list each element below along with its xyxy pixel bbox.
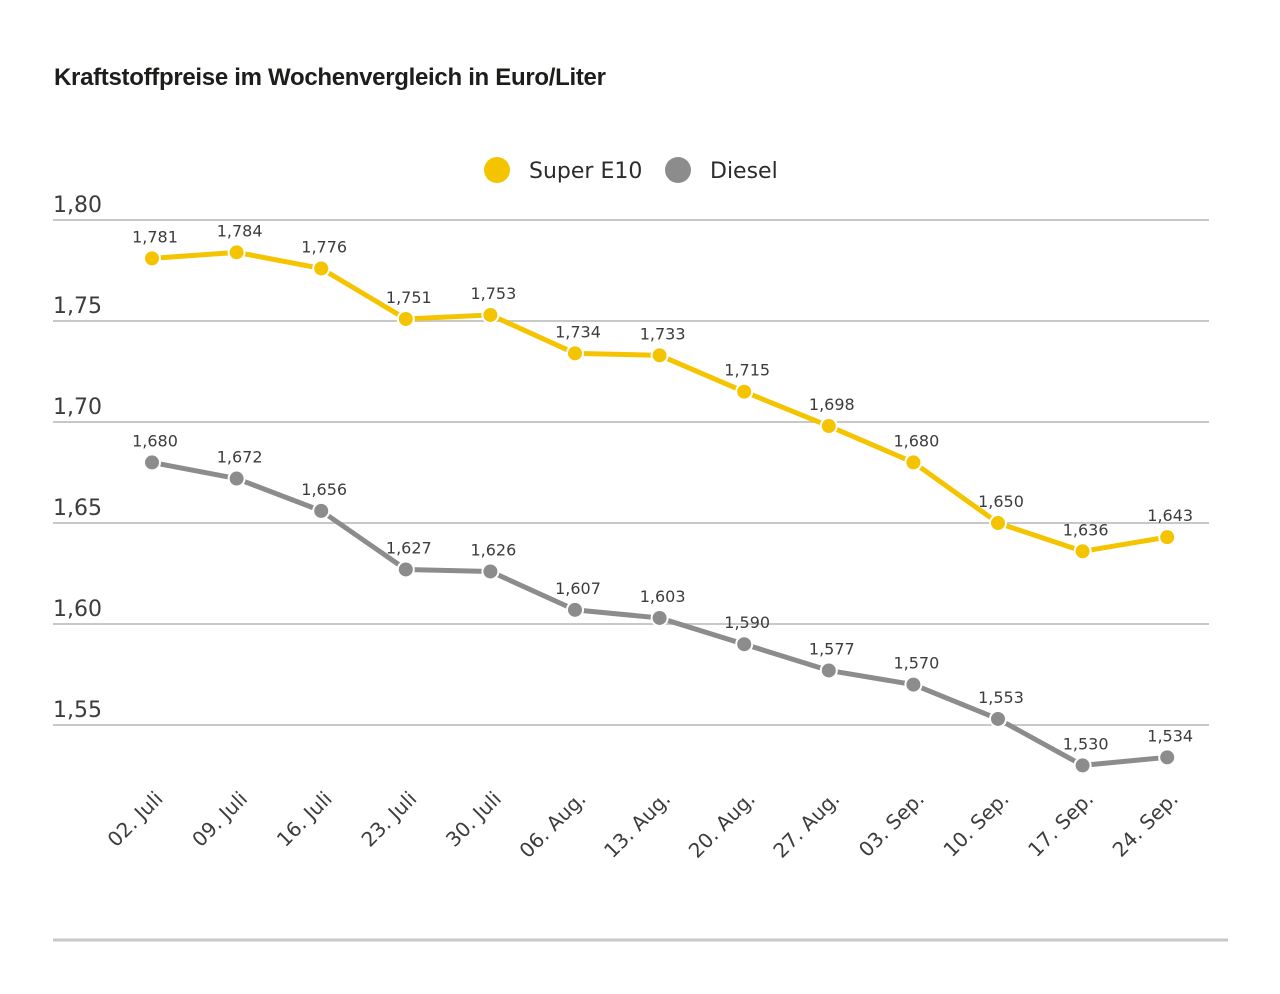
data-point-super-e10 — [904, 453, 923, 472]
data-label-diesel: 1,656 — [301, 480, 347, 499]
data-point-diesel — [735, 635, 754, 654]
data-label-super-e10: 1,680 — [893, 431, 939, 450]
data-point-diesel — [396, 560, 415, 579]
data-label-diesel: 1,570 — [893, 654, 939, 673]
data-point-super-e10 — [143, 249, 161, 268]
y-tick-label: 1,65 — [53, 496, 102, 521]
gridlines — [53, 219, 1209, 726]
data-point-super-e10 — [227, 243, 246, 262]
data-label-diesel: 1,680 — [132, 431, 178, 450]
data-label-super-e10: 1,751 — [386, 288, 432, 307]
data-label-diesel: 1,590 — [724, 613, 770, 632]
legend-marker-super-e10 — [484, 157, 510, 183]
data-label-super-e10: 1,781 — [132, 227, 178, 246]
data-point-super-e10 — [1073, 542, 1092, 561]
data-label-diesel: 1,553 — [978, 688, 1024, 707]
legend-label: Super E10 — [529, 159, 642, 184]
data-label-diesel: 1,603 — [640, 587, 686, 606]
legend: Super E10 Diesel — [484, 157, 778, 184]
y-tick-label: 1,55 — [53, 698, 102, 723]
x-axis-ticks: 02. Juli 09. Juli 16. Juli 23. Juli 30. Juli… — [103, 787, 1183, 863]
data-labels: 1,781 1,784 1,776 1,751 1,753 1,734 1,733 1,715… — [132, 221, 1193, 753]
x-tick-label: 09. Juli — [187, 787, 252, 852]
data-label-super-e10: 1,698 — [809, 395, 855, 414]
data-point-diesel — [143, 453, 161, 472]
x-tick-label: 20. Aug. — [684, 787, 760, 863]
data-point-diesel — [989, 709, 1007, 728]
x-tick-label: 16. Juli — [272, 787, 337, 852]
data-point-super-e10 — [566, 344, 584, 363]
data-point-super-e10 — [312, 259, 331, 278]
data-point-super-e10 — [481, 305, 500, 324]
data-point-super-e10 — [819, 417, 838, 436]
data-label-diesel: 1,626 — [470, 540, 516, 559]
data-label-super-e10: 1,734 — [555, 322, 601, 341]
y-tick-label: 1,75 — [53, 294, 102, 319]
y-tick-label: 1,70 — [53, 395, 102, 420]
data-label-diesel: 1,534 — [1147, 726, 1193, 745]
data-label-diesel: 1,627 — [386, 538, 432, 557]
x-tick-label: 02. Juli — [103, 787, 168, 852]
x-tick-label: 23. Juli — [356, 787, 421, 852]
data-label-super-e10: 1,643 — [1147, 506, 1193, 525]
data-label-super-e10: 1,784 — [217, 221, 263, 240]
data-label-diesel: 1,672 — [217, 448, 263, 467]
data-label-super-e10: 1,753 — [470, 284, 516, 303]
data-label-super-e10: 1,650 — [978, 492, 1024, 511]
x-tick-label: 10. Sep. — [938, 787, 1013, 862]
data-point-diesel — [312, 501, 331, 520]
chart-title: Kraftstoffpreise im Wochenvergleich in E… — [54, 64, 606, 91]
x-tick-label: 17. Sep. — [1023, 787, 1098, 862]
data-label-diesel: 1,577 — [809, 639, 855, 658]
data-point-diesel — [481, 562, 500, 581]
data-points — [143, 243, 1177, 775]
y-axis-ticks: 1,80 1,75 1,70 1,65 1,60 1,55 — [53, 193, 102, 723]
data-point-diesel — [650, 608, 669, 627]
data-label-diesel: 1,530 — [1063, 734, 1109, 753]
y-tick-label: 1,80 — [53, 193, 102, 218]
data-point-diesel — [1158, 748, 1177, 767]
data-label-super-e10: 1,776 — [301, 237, 347, 256]
data-point-diesel — [904, 675, 923, 694]
data-label-super-e10: 1,715 — [724, 361, 770, 380]
y-tick-label: 1,60 — [53, 597, 102, 622]
x-tick-label: 30. Juli — [441, 787, 506, 852]
x-tick-label: 03. Sep. — [854, 787, 929, 862]
data-point-super-e10 — [735, 382, 754, 401]
data-point-super-e10 — [396, 309, 415, 328]
data-point-diesel — [819, 661, 838, 680]
data-point-super-e10 — [989, 514, 1007, 532]
data-label-diesel: 1,607 — [555, 579, 601, 598]
data-point-diesel — [566, 600, 584, 619]
x-tick-label: 06. Aug. — [514, 787, 590, 863]
data-point-diesel — [1073, 756, 1092, 775]
data-label-super-e10: 1,636 — [1063, 520, 1109, 539]
data-label-super-e10: 1,733 — [640, 324, 686, 343]
legend-label: Diesel — [710, 159, 778, 184]
x-tick-label: 24. Sep. — [1108, 787, 1183, 862]
x-tick-label: 13. Aug. — [599, 787, 675, 863]
x-tick-label: 27. Aug. — [768, 787, 844, 863]
data-point-super-e10 — [650, 346, 669, 365]
data-point-super-e10 — [1158, 528, 1177, 547]
legend-marker-diesel — [665, 157, 691, 183]
data-point-diesel — [227, 469, 246, 488]
